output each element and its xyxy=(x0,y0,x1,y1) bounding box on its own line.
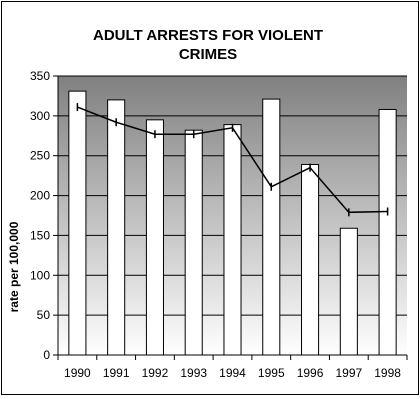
x-tick-label: 1990 xyxy=(64,366,91,380)
x-tick-label: 1997 xyxy=(335,366,362,380)
chart-title-line-2: CRIMES xyxy=(179,46,237,63)
y-tick-label: 150 xyxy=(30,228,50,242)
y-tick-label: 200 xyxy=(30,189,50,203)
bar-1990 xyxy=(68,90,87,356)
bar-1995 xyxy=(262,98,281,356)
y-tick-label: 50 xyxy=(37,308,51,322)
x-tick-label: 1993 xyxy=(180,366,207,380)
x-tick-label: 1994 xyxy=(219,366,246,380)
y-tick-label: 0 xyxy=(43,348,50,362)
bar-1991 xyxy=(107,99,126,356)
bar-1993 xyxy=(184,129,203,356)
y-tick-label: 350 xyxy=(30,69,50,83)
bar-1992 xyxy=(145,119,164,356)
chart: ADULT ARRESTS FOR VIOLENT CRIMES rate pe… xyxy=(7,27,408,380)
x-tick-label: 1991 xyxy=(103,366,130,380)
y-tick-label: 100 xyxy=(30,268,50,282)
y-tick-label: 250 xyxy=(30,149,50,163)
bar-1997 xyxy=(339,227,358,356)
bar-1994 xyxy=(223,124,242,356)
bar-1998 xyxy=(378,108,397,356)
chart-title-line-1: ADULT ARRESTS FOR VIOLENT xyxy=(93,27,323,44)
x-tick-label: 1992 xyxy=(142,366,169,380)
bar-1996 xyxy=(301,163,320,356)
x-tick-label: 1996 xyxy=(297,366,324,380)
x-tick-label: 1998 xyxy=(374,366,401,380)
y-tick-label: 300 xyxy=(30,109,50,123)
plot-area: 0 50 100 150 200 250 300 350 1990 1991 1992 1993 199… xyxy=(30,69,408,380)
y-axis-label: rate per 100,000 xyxy=(7,221,21,312)
x-tick-label: 1995 xyxy=(258,366,285,380)
